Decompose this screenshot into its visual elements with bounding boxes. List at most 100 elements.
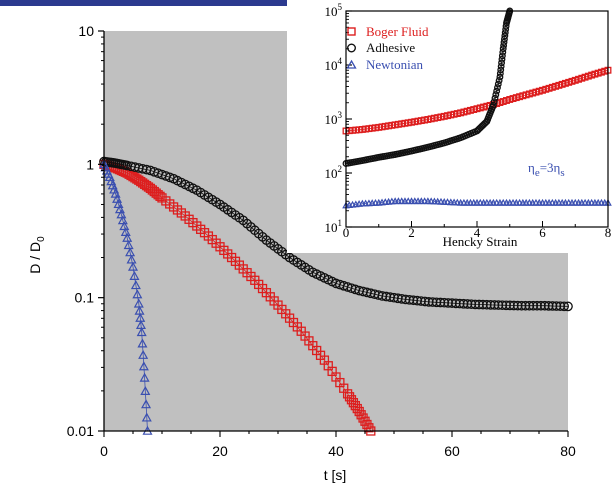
data-point [466, 299, 477, 310]
inset-x-tick-labels: 0 2 4 6 8 [343, 225, 612, 240]
data-point [129, 270, 140, 280]
data-point [502, 25, 510, 33]
main-series-boger-fluid [99, 159, 376, 436]
legend-item-adhesive: Adhesive [347, 40, 415, 55]
data-point [543, 300, 554, 311]
data-point [120, 226, 131, 236]
data-point [489, 300, 500, 310]
data-point [493, 87, 501, 95]
inset-legend: Boger Fluid Adhesive Newtonian [346, 24, 429, 72]
legend-label-adhesive: Adhesive [366, 40, 415, 55]
viscosity-ratio-annotation: ηe=3ηs [528, 160, 565, 179]
data-point [501, 29, 509, 37]
data-point [364, 423, 374, 433]
data-point [458, 298, 469, 309]
data-point [132, 289, 143, 299]
main-axes [98, 30, 569, 437]
data-point [435, 297, 446, 308]
data-point [141, 412, 152, 422]
data-point [140, 385, 151, 396]
data-point [500, 42, 508, 49]
main-x-tick-labels: 0 20 40 60 80 [100, 443, 576, 459]
data-point [141, 399, 152, 409]
inset-x-tick-label: 4 [474, 225, 481, 240]
data-point [524, 300, 535, 311]
data-point [119, 221, 130, 231]
data-point [499, 48, 507, 56]
data-point [500, 35, 508, 43]
data-point [498, 59, 506, 67]
data-point [509, 300, 519, 311]
main-y-tick-label: 0.1 [75, 290, 95, 306]
main-x-tick-label: 80 [560, 443, 576, 459]
data-point [555, 301, 566, 312]
main-x-tick-label: 40 [328, 443, 344, 459]
y-axis-title-subscript: 0 [36, 236, 47, 242]
inset-y-tick-label: 101 [325, 218, 343, 235]
data-point [497, 66, 505, 74]
data-point [520, 300, 531, 311]
main-y-tick-label: 1 [86, 156, 94, 172]
data-point [462, 299, 473, 309]
data-point [443, 298, 453, 308]
inset-y-tick-label: 102 [325, 164, 343, 181]
data-point [512, 300, 523, 311]
main-series-layer [98, 156, 573, 436]
data-point [498, 52, 506, 60]
data-point [127, 261, 139, 271]
legend-label-newtonian: Newtonian [366, 57, 424, 72]
data-point [454, 298, 465, 309]
y-axis-title-main: D / D [27, 242, 43, 274]
data-point [492, 91, 500, 99]
inset-x-axis-title: Hencky Strain [443, 234, 518, 249]
data-point [481, 299, 492, 310]
data-point [536, 300, 546, 311]
data-point [451, 298, 461, 309]
data-point [117, 215, 128, 225]
main-y-tick-label: 10 [78, 23, 94, 39]
legend-square-marker [347, 27, 356, 36]
data-point [427, 297, 438, 307]
y-axis-title: D / D0 [27, 236, 47, 274]
main-x-tick-label: 60 [444, 443, 460, 459]
data-point [447, 298, 457, 308]
data-point [494, 80, 502, 88]
main-series-line-newtonian [103, 164, 148, 432]
data-point [138, 361, 149, 371]
data-point [136, 327, 147, 337]
data-point [551, 301, 562, 311]
inset-series-newtonian [342, 197, 612, 209]
inset-series-layer [342, 7, 612, 209]
annotation-equals: =3η [540, 160, 561, 175]
data-point [496, 70, 504, 77]
main-series-adhesive [99, 156, 573, 312]
data-point [505, 300, 515, 311]
legend-item-newtonian: Newtonian [346, 57, 424, 72]
data-point [500, 38, 508, 46]
data-point [489, 101, 497, 109]
data-point [470, 299, 481, 310]
data-point [497, 300, 508, 311]
legend-label-boger-fluid: Boger Fluid [366, 24, 429, 39]
main-x-tick-label: 0 [100, 443, 108, 459]
inset-x-tick-label: 2 [408, 225, 415, 240]
data-point [122, 232, 133, 242]
data-point [474, 299, 484, 310]
inset-series-adhesive [342, 7, 514, 167]
data-point [559, 301, 569, 312]
data-point [431, 297, 442, 308]
data-point [478, 299, 488, 310]
main-y-tick-labels: 0.01 0.1 1 10 [67, 23, 94, 439]
data-point [501, 300, 511, 311]
main-series-newtonian [98, 159, 153, 435]
inset-x-tick-label: 6 [539, 225, 546, 240]
legend-circle-marker [347, 43, 357, 53]
inset-panel [287, 0, 616, 253]
legend-triangle-marker [346, 59, 357, 69]
data-point [547, 301, 558, 311]
inset-y-tick-label: 104 [325, 56, 343, 73]
data-point [502, 22, 510, 30]
data-point [137, 338, 148, 348]
inset-y-tick-label: 105 [325, 2, 343, 19]
annotation-sub-s: s [560, 167, 564, 179]
